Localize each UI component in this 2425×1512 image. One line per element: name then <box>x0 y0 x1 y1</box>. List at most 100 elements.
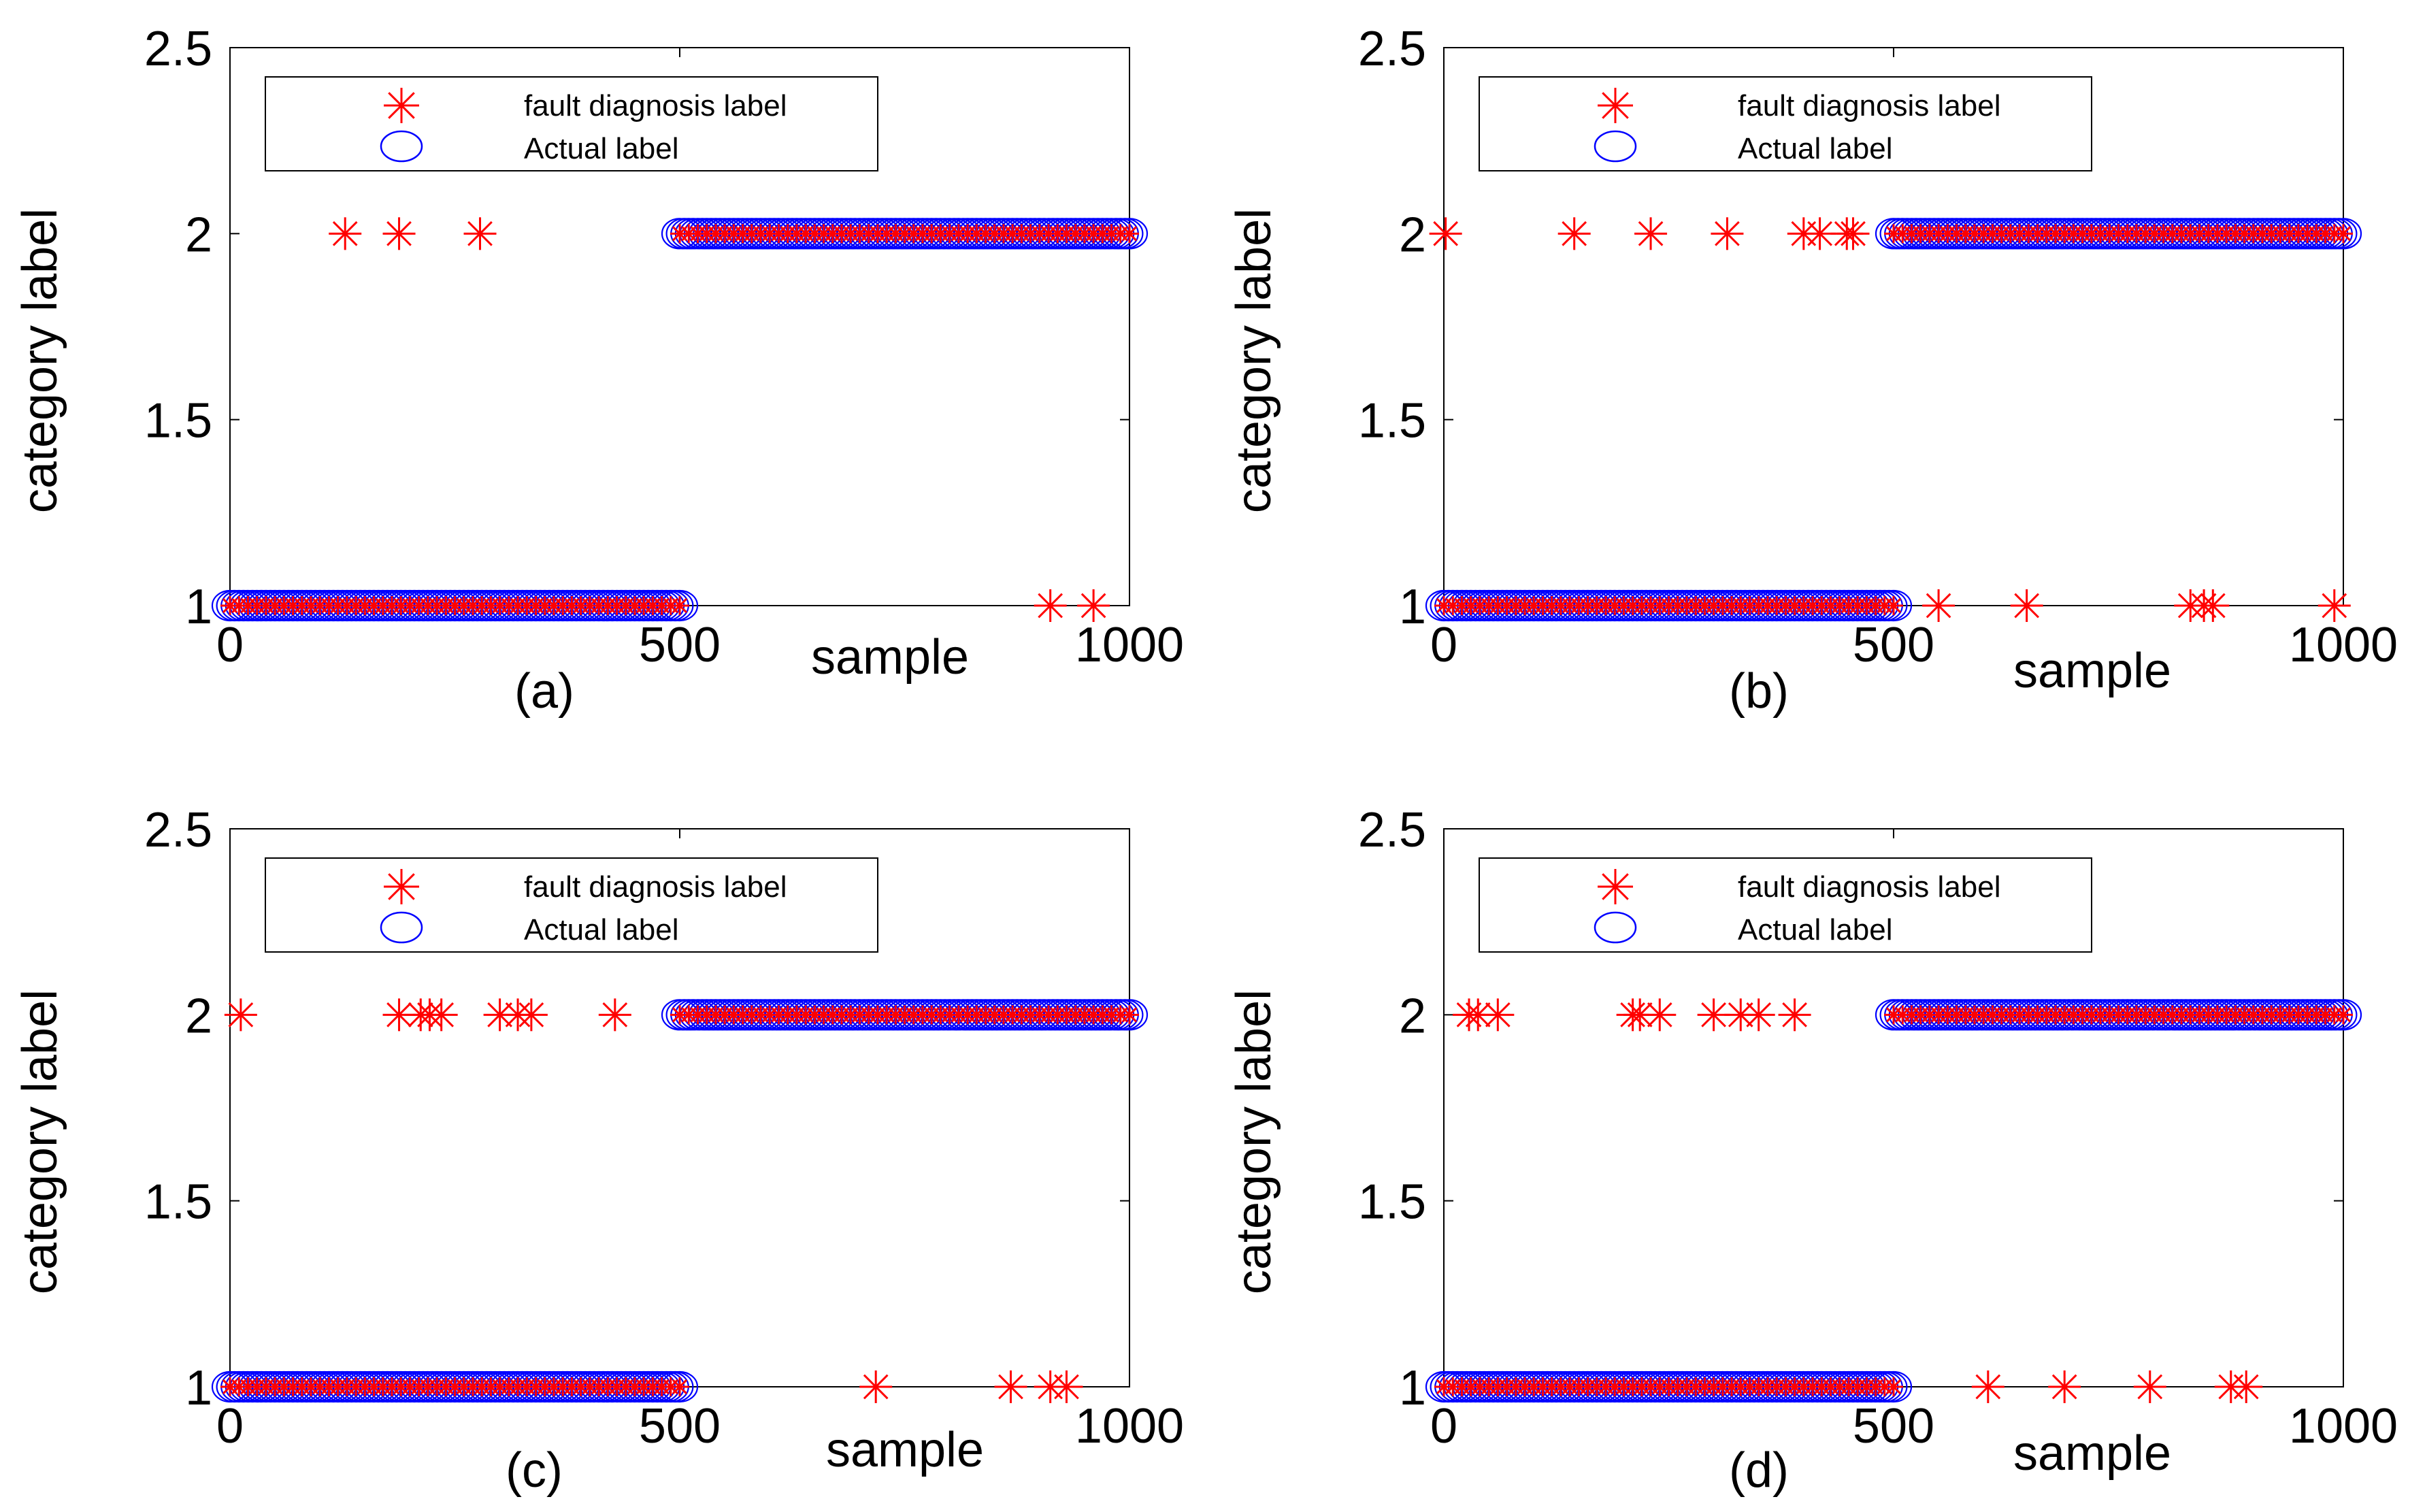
legend: fault diagnosis label Actual label <box>1479 857 2092 953</box>
misclassified-point <box>859 1370 893 1403</box>
plot-area <box>1425 998 2362 1403</box>
y-axis-label: category label <box>1227 989 1281 1294</box>
misclassified-point <box>1711 217 1744 250</box>
legend-box <box>265 76 878 171</box>
plot-area <box>1425 217 2362 622</box>
legend-entry-diagnosis: fault diagnosis label <box>524 870 787 904</box>
diagnosis-label-point <box>670 1377 689 1396</box>
y-tick-label: 1.5 <box>144 1175 212 1230</box>
legend-asterisk-icon <box>1598 869 1633 904</box>
y-tick-label: 1.5 <box>1358 1175 1426 1230</box>
x-tick-label: 500 <box>1853 1399 1934 1453</box>
diagnosis-label-segment <box>670 1005 1139 1025</box>
misclassified-points <box>1453 998 2263 1403</box>
y-axis-label: category label <box>13 989 67 1294</box>
misclassified-point <box>1634 217 1668 250</box>
panel-label: (b) <box>1729 664 1789 719</box>
legend: fault diagnosis label Actual label <box>265 857 878 953</box>
y-tick-label: 1.5 <box>1358 394 1426 448</box>
x-tick-label: 0 <box>216 618 244 672</box>
misclassified-point <box>2196 589 2230 622</box>
diagnosis-label-segment <box>220 1377 689 1396</box>
diagnosis-label-point <box>1884 596 1903 615</box>
legend-entry-actual: Actual label <box>524 132 678 165</box>
y-tick-label: 2 <box>1399 989 1426 1043</box>
x-tick-label: 1000 <box>2289 618 2398 672</box>
diagnosis-label-segment <box>1884 1005 2353 1025</box>
chart-panel-c: 1 1.5 2 2.5 0 500 1000 sample category label (c) f… <box>13 803 1184 1498</box>
x-tick-label: 0 <box>1430 1399 1457 1453</box>
misclassified-point <box>329 217 362 250</box>
y-tick-label: 2.5 <box>144 803 212 857</box>
x-tick-label: 0 <box>1430 618 1457 672</box>
misclassified-points <box>329 217 1110 622</box>
misclassified-point <box>1050 1370 1083 1403</box>
legend-entry-diagnosis: fault diagnosis label <box>1738 89 2000 122</box>
x-axis-label: sample <box>826 1423 984 1477</box>
legend-circle-icon <box>380 911 423 944</box>
misclassified-point <box>1481 998 1515 1032</box>
misclassified-point <box>1034 589 1067 622</box>
misclassified-point <box>1742 998 1775 1032</box>
misclassified-point <box>483 998 516 1032</box>
legend-entry-diagnosis: fault diagnosis label <box>1738 870 2000 904</box>
misclassified-point <box>994 1370 1027 1403</box>
legend-asterisk-icon <box>384 869 419 904</box>
legend-asterisk-icon <box>1598 88 1633 123</box>
y-tick-label: 1 <box>185 580 212 634</box>
legend-circle-icon <box>1594 911 1637 944</box>
x-tick-label: 500 <box>639 618 721 672</box>
y-tick-label: 2 <box>185 989 212 1043</box>
x-tick-label: 500 <box>1853 618 1934 672</box>
misclassified-points <box>224 998 1083 1403</box>
y-tick-label: 1.5 <box>144 394 212 448</box>
misclassified-point <box>1623 998 1657 1032</box>
diagnosis-label-segment <box>1434 596 1903 615</box>
legend-asterisk-icon <box>384 88 419 123</box>
misclassified-point <box>1971 1370 2005 1403</box>
panel-label: (a) <box>514 664 574 719</box>
legend-entry-actual: Actual label <box>524 913 678 947</box>
legend-entry-actual: Actual label <box>1738 132 1892 165</box>
misclassified-point <box>463 217 497 250</box>
misclassified-point <box>2317 589 2351 622</box>
legend-entry-diagnosis: fault diagnosis label <box>524 89 787 122</box>
plot-area <box>211 217 1149 622</box>
misclassified-point <box>382 217 416 250</box>
misclassified-point <box>1922 589 1956 622</box>
x-tick-label: 1000 <box>1075 1399 1184 1453</box>
y-tick-label: 1 <box>1399 1361 1426 1415</box>
legend-entry-actual: Actual label <box>1738 913 1892 947</box>
panel-label: (d) <box>1729 1443 1789 1498</box>
y-tick-label: 2.5 <box>1358 22 1426 76</box>
y-tick-label: 2 <box>1399 208 1426 262</box>
x-tick-label: 1000 <box>1075 618 1184 672</box>
misclassified-point <box>2133 1370 2166 1403</box>
legend-box <box>1479 857 2092 953</box>
misclassified-point <box>1643 998 1677 1032</box>
x-tick-label: 0 <box>216 1399 244 1453</box>
x-axis-label: sample <box>2013 644 2171 698</box>
legend: fault diagnosis label Actual label <box>1479 76 2092 171</box>
diagnosis-label-segment <box>220 596 689 615</box>
y-tick-label: 1 <box>185 1361 212 1415</box>
x-tick-label: 1000 <box>2289 1399 2398 1453</box>
y-tick-label: 2.5 <box>144 22 212 76</box>
legend-circle-icon <box>380 130 423 163</box>
y-axis-label: category label <box>13 208 67 513</box>
x-tick-label: 500 <box>639 1399 721 1453</box>
y-axis-label: category label <box>1227 208 1281 513</box>
misclassified-point <box>1697 998 1730 1032</box>
misclassified-point <box>1836 217 1870 250</box>
misclassified-point <box>1778 998 1811 1032</box>
x-axis-label: sample <box>811 630 969 685</box>
diagnosis-label-point <box>670 596 689 615</box>
chart-panel-d: 1 1.5 2 2.5 0 500 1000 sample category label (d) f… <box>1227 803 2398 1498</box>
misclassified-point <box>1077 589 1110 622</box>
diagnosis-label-segment <box>1434 1377 1903 1396</box>
diagnosis-label-point <box>1884 1377 1903 1396</box>
misclassified-point <box>514 998 548 1032</box>
misclassified-point <box>425 998 458 1032</box>
misclassified-point <box>224 998 257 1032</box>
